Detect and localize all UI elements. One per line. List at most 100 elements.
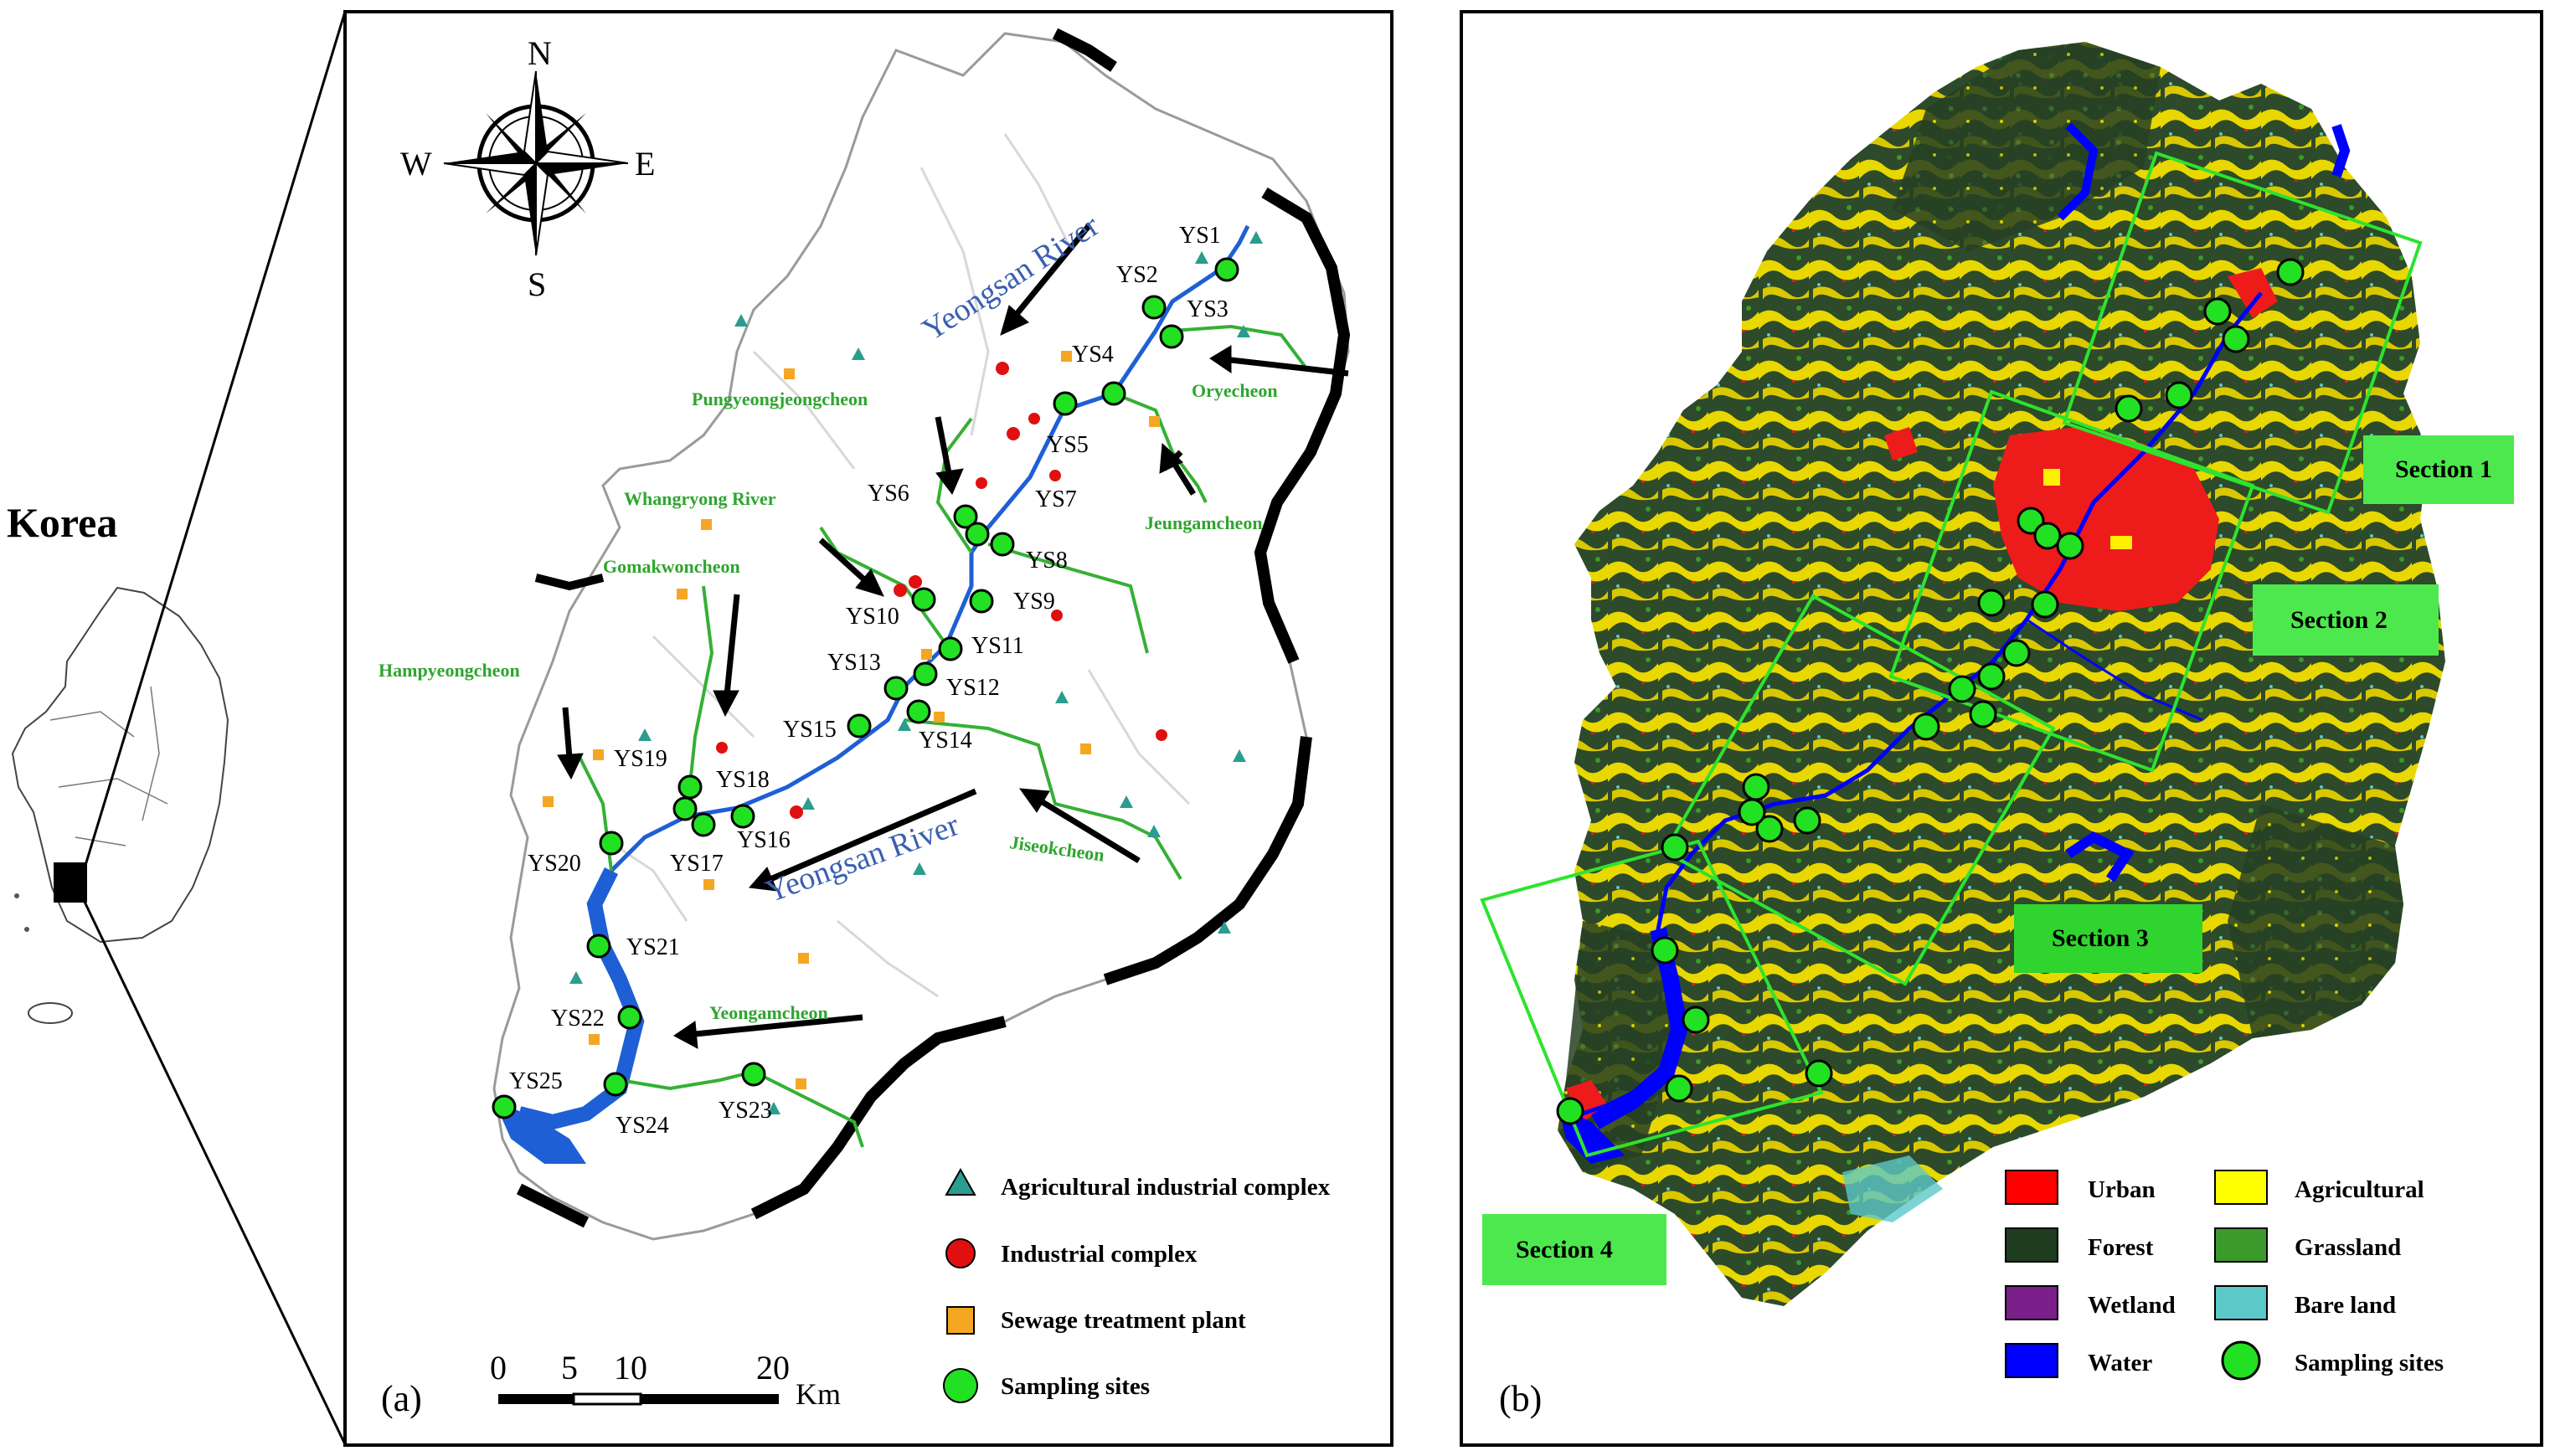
sewage-plant-markers (543, 351, 1160, 1089)
sewage-plant-marker (701, 519, 712, 530)
sampling-site-b (1805, 1059, 1833, 1088)
industrial-complex-marker (894, 584, 907, 597)
legend-industrial-label: Industrial complex (1001, 1241, 1198, 1268)
trib-label-oryecheon: Oryecheon (1192, 380, 1278, 401)
legend-b: Urban Agricultural Forest Grassland Wetl… (2005, 1170, 2444, 1381)
sampling-site-b (2222, 325, 2250, 353)
legend-urban-swatch (2005, 1170, 2058, 1205)
sampling-site-YS1 (1214, 257, 1239, 282)
section-1-label-box (2363, 435, 2514, 504)
sampling-site-b (1651, 936, 1679, 965)
sampling-site-YS13 (883, 676, 909, 701)
sampling-site-b (2056, 532, 2084, 560)
agri-complex-marker (1147, 825, 1161, 837)
site-label: YS19 (614, 746, 667, 772)
legend-industrial-circle-icon (945, 1238, 976, 1268)
trib-jeungamcheon (1113, 392, 1208, 503)
sampling-site-YS9 (969, 589, 994, 614)
zoom-line-top (82, 11, 347, 872)
inset-korea: Korea (7, 11, 347, 1445)
site-label: YS20 (528, 851, 581, 877)
panel-a-letter: (a) (381, 1378, 422, 1419)
trib-oryecheon (1172, 324, 1308, 370)
trib-label-yeongam: Yeongamcheon (709, 1002, 828, 1023)
scale-bar: 0 5 10 20 Km (490, 1349, 841, 1411)
industrial-complex-marker (996, 362, 1009, 375)
sampling-sites-a (492, 257, 1239, 1119)
sampling-site-YS24 (603, 1072, 628, 1097)
industrial-complex-marker (976, 477, 987, 489)
agri-complex-marker (1218, 921, 1231, 934)
sampling-site-YS15 (847, 713, 872, 738)
agri-complex-marker (913, 862, 926, 875)
sampling-site-b (2203, 297, 2232, 326)
agri-complex-marker (852, 347, 865, 360)
site-label: YS5 (1047, 432, 1089, 458)
legend-bare-land-label: Bare land (2295, 1292, 2396, 1319)
reservoir-north (2057, 122, 2099, 221)
sampling-site-YS12 (913, 661, 938, 687)
trib-label-whangryong: Whangryong River (624, 488, 776, 509)
legend-agri-label: Agricultural industrial complex (1001, 1174, 1331, 1201)
agri-complex-marker (1055, 691, 1069, 703)
inset-province-lines (49, 686, 168, 846)
sampling-site-b (2033, 522, 2062, 550)
site-label: YS6 (868, 481, 909, 507)
site-label: YS15 (783, 717, 837, 743)
panel-a: N S E W (343, 10, 1393, 1447)
legend-agricultural-swatch (2214, 1170, 2268, 1205)
sampling-site-b (2002, 639, 2031, 667)
river-b-lower (1591, 927, 1688, 1129)
compass-rose: N S E W (400, 34, 655, 303)
sampling-site-b (1977, 589, 2006, 617)
site-label: YS23 (719, 1098, 772, 1124)
sampling-site-b (2031, 590, 2059, 619)
sewage-plant-marker (798, 953, 809, 964)
site-label: YS2 (1116, 262, 1158, 288)
sampling-site-b (1969, 700, 1997, 728)
section-3-label: Section 3 (2052, 924, 2149, 952)
industrial-complex-marker (909, 575, 922, 589)
site-label: YS3 (1187, 296, 1229, 322)
legend-grassland-label: Grassland (2295, 1234, 2401, 1261)
legend-forest-label: Forest (2088, 1234, 2154, 1261)
agri-complex-marker (638, 728, 652, 741)
site-label: YS4 (1072, 342, 1114, 368)
sampling-site-b (2165, 381, 2193, 409)
legend-water-label: Water (2088, 1350, 2152, 1376)
study-area-highlight (54, 862, 87, 903)
site-label: YS16 (737, 827, 791, 853)
sampling-site-YS17 (691, 812, 716, 837)
sampling-site-b (1755, 815, 1784, 843)
section-3-label-box (2014, 904, 2202, 973)
section-labels: Section 1 Section 2 Section 3 Section 4 (1482, 435, 2514, 1285)
legend-wetland-swatch (2005, 1285, 2058, 1320)
sewage-plant-marker (703, 879, 714, 890)
sampling-site-b (1948, 675, 1976, 703)
sampling-site-YS7 (965, 522, 990, 547)
legend-urban-label: Urban (2088, 1176, 2156, 1203)
legend-forest-swatch (2005, 1227, 2058, 1263)
sampling-site-YS23 (741, 1062, 766, 1087)
sampling-site-b (1793, 806, 1821, 835)
agri-complex-marker (898, 718, 911, 731)
section-4-label-box (1482, 1214, 1666, 1285)
sampling-site-b (1661, 833, 1689, 862)
legend-sampling-label: Sampling sites (1001, 1373, 1150, 1400)
sewage-plant-marker (677, 589, 688, 599)
site-label: YS9 (1013, 589, 1055, 615)
sampling-site-YS19 (672, 796, 698, 821)
sampling-site-YS8 (990, 532, 1015, 557)
sampling-site-b (1912, 713, 1940, 741)
sampling-site-YS5 (1053, 391, 1078, 416)
compass-e: E (635, 145, 655, 183)
agri-complex-marker (801, 797, 815, 810)
sewage-plant-marker (1061, 351, 1072, 362)
sewage-plant-marker (1149, 416, 1160, 427)
industrial-complex-marker (1051, 610, 1063, 621)
sampling-site-YS10 (911, 587, 936, 612)
flow-arrows (557, 224, 1349, 1049)
sampling-site-YS22 (617, 1005, 642, 1030)
panel-b-letter: (b) (1499, 1378, 1542, 1419)
agri-complex-marker (734, 314, 748, 327)
